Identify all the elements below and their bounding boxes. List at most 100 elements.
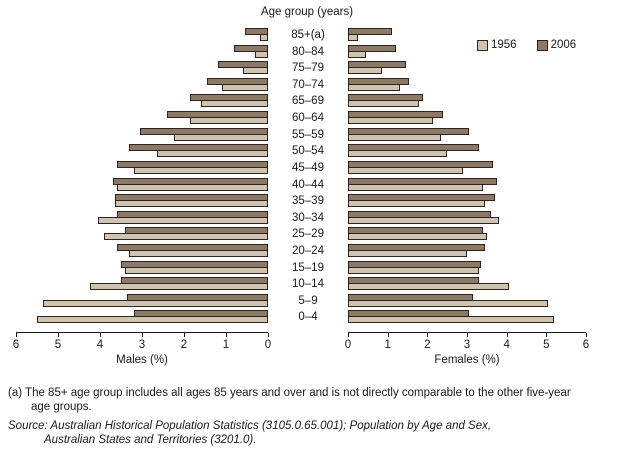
age-group-label: 55–59 xyxy=(292,128,324,141)
bar-male-1956 xyxy=(97,216,268,224)
bar-female-2006 xyxy=(348,277,479,285)
age-group-label: 45–49 xyxy=(292,161,324,174)
bar-female-1956 xyxy=(348,233,487,241)
bar-female-2006 xyxy=(348,94,424,102)
bar-male-2006 xyxy=(116,210,268,218)
bar-female-2006 xyxy=(348,243,485,251)
legend: 1956 2006 xyxy=(477,39,576,51)
bar-male-2006 xyxy=(116,160,268,168)
axis-tick-label: 6 xyxy=(582,339,590,351)
bar-male-1956 xyxy=(89,283,268,291)
age-group-label: 5–9 xyxy=(298,294,318,307)
axis-tick-label: 4 xyxy=(503,339,510,351)
bar-male-1956 xyxy=(173,133,268,141)
bar-female-2006 xyxy=(348,127,469,135)
bar-female-2006 xyxy=(348,177,497,185)
bar-female-2006 xyxy=(348,210,491,218)
bar-male-1956 xyxy=(200,100,268,108)
axis-tick xyxy=(387,333,389,337)
axis-tick xyxy=(58,333,59,337)
bar-male-2006 xyxy=(116,243,268,251)
axis-tick xyxy=(100,333,101,337)
bar-female-1956 xyxy=(348,299,549,307)
axis-tick xyxy=(348,333,349,337)
age-group-label: 25–29 xyxy=(292,228,324,241)
female-x-axis: 0 1 2 3 4 5 6 xyxy=(345,332,589,351)
bar-female-2006 xyxy=(348,44,396,52)
male-axis-label: Males (%) xyxy=(116,354,168,366)
bar-female-1956 xyxy=(348,166,464,174)
bar-male-2006 xyxy=(133,310,268,318)
bar-female-1956 xyxy=(348,266,479,274)
axis-tick xyxy=(546,333,548,337)
axis-tick xyxy=(427,333,429,337)
age-group-label: 75–79 xyxy=(292,62,324,75)
bar-female-1956 xyxy=(348,283,509,291)
axis-tick-label: 6 xyxy=(12,339,20,351)
bar-male-1956 xyxy=(255,50,268,58)
bar-female-1956 xyxy=(348,183,483,191)
female-axis-label: Females (%) xyxy=(434,354,500,366)
bar-female-1956 xyxy=(348,117,434,125)
source-line-2: Australian States and Territories (3201.… xyxy=(44,434,257,446)
axis-tick-label: 3 xyxy=(138,339,146,351)
bar-female-1956 xyxy=(348,216,499,224)
bar-female-1956 xyxy=(348,133,442,141)
age-group-label: 60–64 xyxy=(292,112,324,125)
age-group-label: 50–54 xyxy=(292,145,324,158)
legend-label-1956: 1956 xyxy=(491,39,517,51)
bar-male-1956 xyxy=(190,117,268,125)
footnote-line-2: age groups. xyxy=(31,401,92,413)
bar-male-1956 xyxy=(133,166,268,174)
bar-male-1956 xyxy=(129,249,268,257)
age-group-label: 65–69 xyxy=(292,95,324,108)
legend-item-2006: 2006 xyxy=(536,39,576,51)
age-group-label: 0–4 xyxy=(298,311,318,324)
age-group-label: 10–14 xyxy=(292,278,324,291)
bar-female-2006 xyxy=(348,194,495,202)
age-group-label: 20–24 xyxy=(292,244,324,257)
bar-male-2006 xyxy=(112,177,268,185)
axis-tick xyxy=(184,333,185,337)
chart-title: Age group (years) xyxy=(260,6,354,18)
bar-male-1956 xyxy=(43,299,268,307)
bar-male-2006 xyxy=(127,293,268,301)
age-group-label: 30–34 xyxy=(292,211,324,224)
bar-male-2006 xyxy=(129,144,268,152)
age-group-labels-column: 85+(a) 80–84 75–79 70–74 65–69 60–64 55–59 50–5… xyxy=(268,28,348,327)
bar-female-2006 xyxy=(348,111,444,119)
bar-female-2006 xyxy=(348,144,479,152)
axis-tick-label: 3 xyxy=(463,339,471,351)
bar-male-2006 xyxy=(121,277,268,285)
bar-male-2006 xyxy=(139,127,268,135)
axis-tick-label: 1 xyxy=(222,339,230,351)
footnote-line-1: (a) The 85+ age group includes all ages … xyxy=(8,387,571,399)
axis-tick-label: 5 xyxy=(543,339,550,351)
bar-female-1956 xyxy=(348,34,358,41)
bar-male-1956 xyxy=(221,83,268,91)
axis-tick-label: 2 xyxy=(424,339,431,351)
bar-male-1956 xyxy=(156,150,268,158)
bar-female-2006 xyxy=(348,28,392,35)
bar-female-2006 xyxy=(348,77,410,85)
bar-male-1956 xyxy=(114,200,268,208)
axis-tick xyxy=(16,333,17,337)
legend-swatch-1956-icon xyxy=(477,39,488,51)
age-group-label: 15–19 xyxy=(292,261,324,274)
legend-swatch-2006-icon xyxy=(536,39,548,51)
bar-female-1956 xyxy=(348,316,555,324)
axis-tick-label: 1 xyxy=(384,339,391,351)
source-line-1: Source: Australian Historical Population… xyxy=(8,420,492,432)
bar-male-2006 xyxy=(207,77,268,85)
male-x-axis: 6 5 4 3 2 1 0 xyxy=(13,332,271,351)
axis-tick xyxy=(586,333,587,337)
bar-male-2006 xyxy=(234,44,268,52)
bar-female-1956 xyxy=(348,83,400,91)
bar-male-2006 xyxy=(167,111,268,119)
axis-tick-label: 0 xyxy=(264,339,272,351)
bar-female-1956 xyxy=(348,150,448,158)
age-group-label: 35–39 xyxy=(292,195,324,208)
axis-tick xyxy=(467,333,468,337)
bar-female-2006 xyxy=(348,260,481,268)
bar-female-2006 xyxy=(348,293,473,301)
